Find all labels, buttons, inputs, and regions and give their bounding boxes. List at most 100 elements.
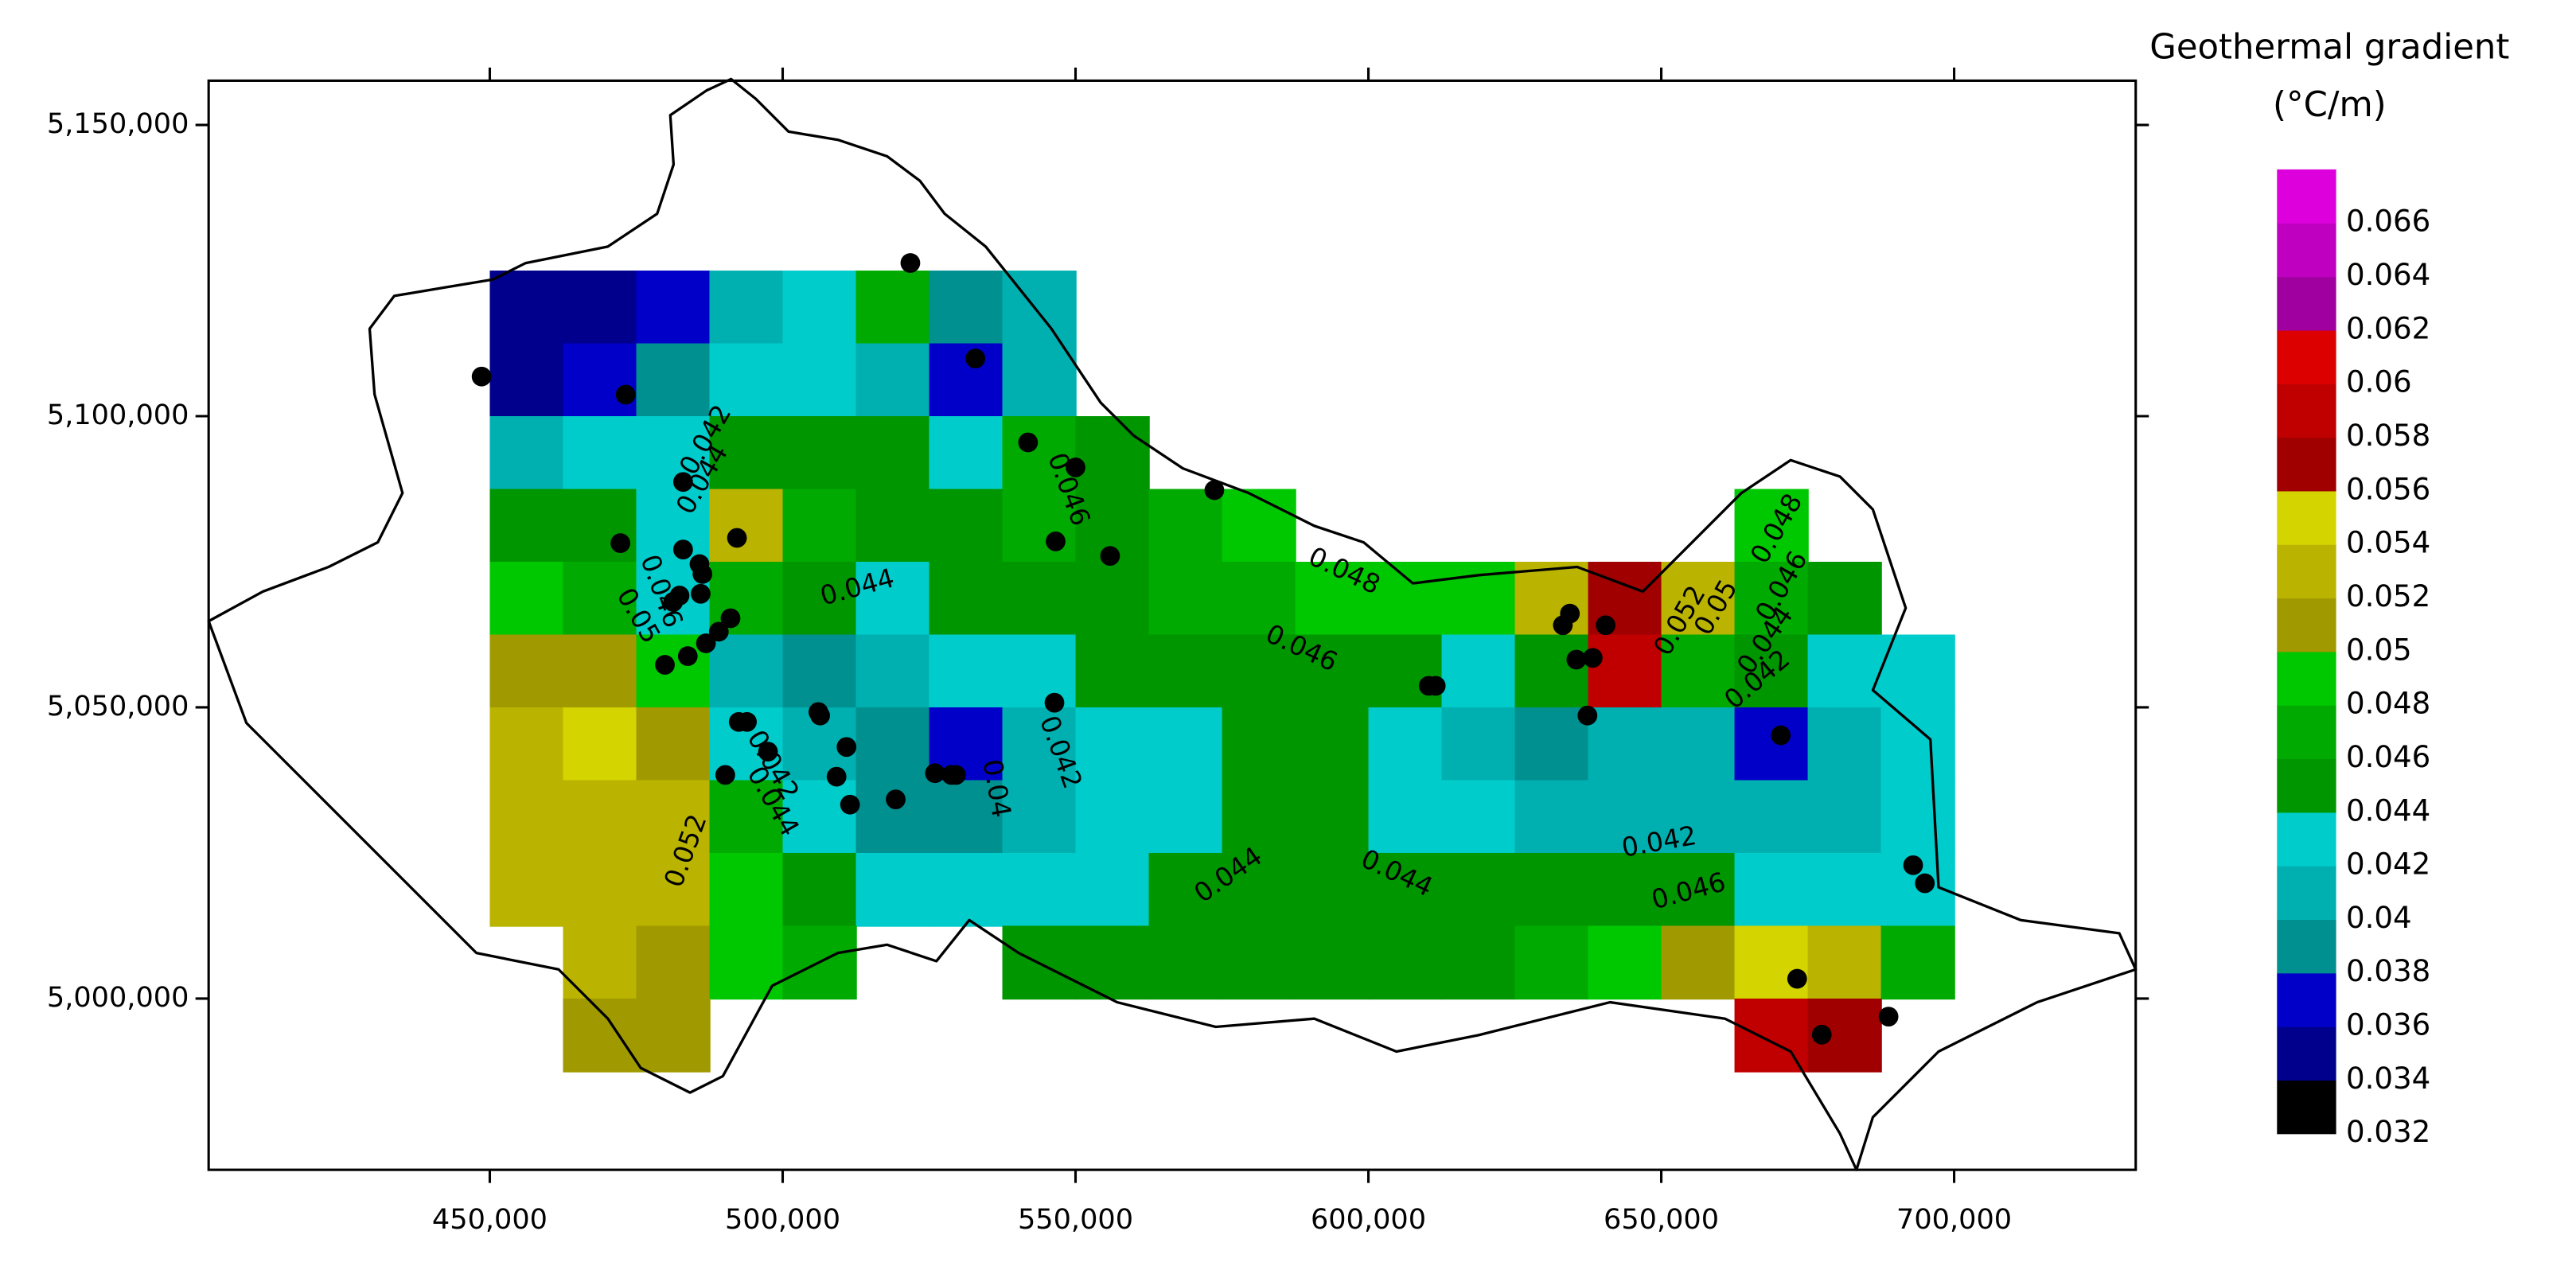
colorbar-band [2277, 758, 2336, 813]
field-cell [563, 707, 637, 781]
wells [471, 253, 1935, 1045]
field-cell [563, 343, 637, 418]
field-cell [1295, 852, 1370, 927]
field-cell [1148, 925, 1223, 1000]
field-cell [782, 271, 857, 345]
field-cell [1880, 780, 1955, 855]
field-cell [1661, 707, 1736, 781]
well [1915, 873, 1935, 894]
well [1583, 648, 1603, 668]
colorbar-band [2277, 490, 2336, 545]
colorbar-band [2277, 705, 2336, 760]
x-tick-label: 600,000 [1311, 1203, 1426, 1236]
colorbar-band [2277, 919, 2336, 974]
well [663, 592, 684, 612]
field-cell [1075, 561, 1150, 636]
field-cell [636, 998, 711, 1073]
field-cell [1588, 852, 1662, 927]
field-cell [1807, 634, 1882, 709]
field-cell [563, 489, 637, 563]
field-cell [929, 852, 1004, 927]
field-cell [709, 416, 784, 490]
well [737, 711, 757, 732]
field-cell [489, 634, 564, 709]
field-cell [1368, 707, 1443, 781]
field-cell [1222, 489, 1296, 563]
well [900, 253, 921, 273]
field [489, 271, 1955, 1073]
field-cell [1295, 707, 1370, 781]
well [715, 765, 735, 785]
boundary [207, 77, 2138, 1171]
field-cell [1075, 852, 1150, 927]
field-cell [1148, 780, 1223, 855]
colorbar-band [2277, 972, 2336, 1027]
y-tick-label: 5,100,000 [47, 399, 189, 431]
field-cell [489, 707, 564, 781]
well [758, 742, 778, 761]
well [471, 366, 492, 387]
colorbar-tick-label: 0.054 [2346, 526, 2430, 560]
field-cell [782, 634, 857, 709]
field-cell [855, 416, 930, 490]
field-cell [1514, 852, 1589, 927]
field-cell [1588, 780, 1662, 855]
field-cell [636, 271, 711, 345]
field-cell [855, 634, 930, 709]
field-cell [1514, 707, 1589, 781]
field-cell [855, 271, 930, 345]
field-cell [1222, 925, 1296, 1000]
field-cell [1148, 561, 1223, 636]
field-cell [1588, 925, 1662, 1000]
well [696, 633, 716, 653]
well [672, 472, 693, 493]
field-cell [563, 925, 637, 1000]
field-cell [1002, 416, 1077, 490]
field-cell [1588, 707, 1662, 781]
well [727, 528, 747, 548]
field-cell [636, 416, 711, 490]
well [1560, 603, 1580, 624]
well [1044, 692, 1065, 713]
field-cell [1880, 925, 1955, 1000]
field-cell [489, 561, 564, 636]
x-tick-label: 550,000 [1018, 1203, 1133, 1236]
field-cell [1222, 780, 1296, 855]
field-cell [929, 561, 1004, 636]
colorbar-tick-label: 0.036 [2346, 1008, 2430, 1042]
x-tick-label: 450,000 [432, 1203, 548, 1236]
well [1425, 676, 1446, 696]
field-cell [709, 271, 784, 345]
field-cell [1807, 707, 1882, 781]
well [672, 539, 693, 560]
field-cell [1222, 634, 1296, 709]
plot-frame [207, 79, 2138, 1171]
colorbar-band [2277, 1080, 2336, 1135]
field-cell [709, 634, 784, 709]
well [826, 766, 847, 787]
x-tick-label: 650,000 [1604, 1203, 1719, 1236]
field-cell [1588, 634, 1662, 709]
field-cell [1734, 489, 1809, 563]
field-cell [782, 343, 857, 418]
field-cell [1734, 561, 1809, 636]
field-cell [1368, 561, 1443, 636]
field-cell [1661, 852, 1736, 927]
field-cell [855, 561, 930, 636]
well [836, 737, 857, 758]
colorbar-band [2277, 276, 2336, 331]
field-cell [709, 489, 784, 563]
colorbar-band [2277, 384, 2336, 438]
field-cell [563, 561, 637, 636]
field-cell [1002, 634, 1077, 709]
field-cell [1514, 780, 1589, 855]
field-cell [1075, 707, 1150, 781]
field-cell [1734, 852, 1809, 927]
colorbar-band [2277, 329, 2336, 384]
field-cell [489, 416, 564, 490]
well [810, 705, 830, 726]
field-cell [1222, 707, 1296, 781]
field-cell [563, 416, 637, 490]
field-cell [1368, 852, 1443, 927]
